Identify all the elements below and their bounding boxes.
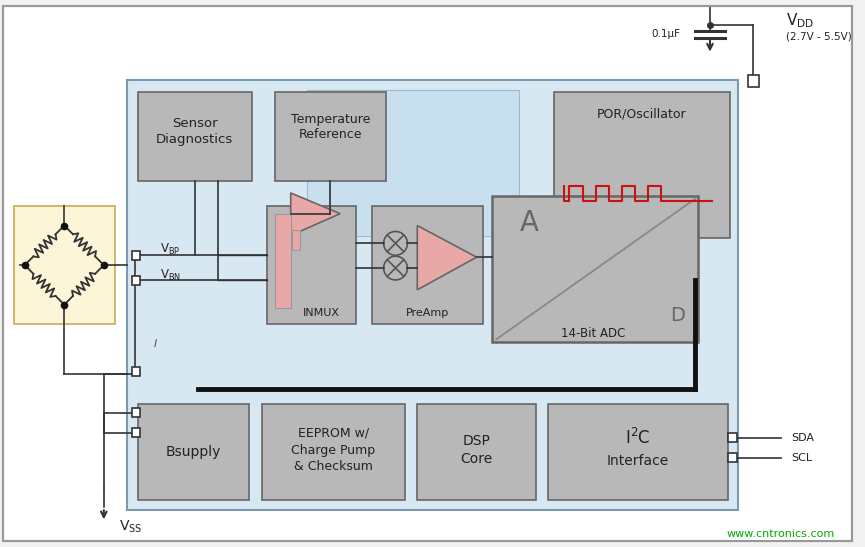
Text: & Checksum: & Checksum xyxy=(294,461,373,473)
Bar xyxy=(14,206,115,324)
Bar xyxy=(292,230,299,251)
Text: A: A xyxy=(520,208,539,236)
Text: www.cntronics.com: www.cntronics.com xyxy=(727,529,835,539)
Bar xyxy=(131,367,140,376)
Text: 0.1μF: 0.1μF xyxy=(651,28,680,39)
Bar xyxy=(262,404,406,501)
Text: Interface: Interface xyxy=(606,454,669,468)
Bar xyxy=(138,404,249,501)
Bar xyxy=(306,90,519,236)
Bar xyxy=(548,404,727,501)
Text: SCL: SCL xyxy=(791,453,812,463)
Polygon shape xyxy=(417,225,477,290)
Text: PreAmp: PreAmp xyxy=(406,307,449,317)
Text: Bsupply: Bsupply xyxy=(166,445,221,459)
Text: DSP: DSP xyxy=(463,434,490,448)
Text: POR/Oscillator: POR/Oscillator xyxy=(597,107,687,120)
Bar xyxy=(267,206,356,324)
Text: D: D xyxy=(670,306,685,325)
Text: Diagnostics: Diagnostics xyxy=(157,133,234,146)
Text: V$_{\mathsf{BN}}$: V$_{\mathsf{BN}}$ xyxy=(160,267,182,283)
Bar xyxy=(275,92,386,181)
Text: EEPROM w/: EEPROM w/ xyxy=(298,427,368,440)
Bar xyxy=(126,80,738,510)
Text: V$_{\mathsf{SS}}$: V$_{\mathsf{SS}}$ xyxy=(119,519,142,536)
Bar xyxy=(275,214,291,307)
Text: (2.7V - 5.5V): (2.7V - 5.5V) xyxy=(786,32,852,42)
Text: Sensor: Sensor xyxy=(172,117,218,130)
Text: V$_{\mathsf{DD}}$: V$_{\mathsf{DD}}$ xyxy=(786,11,815,30)
Polygon shape xyxy=(291,193,340,235)
Bar xyxy=(727,433,737,442)
Text: V$_{\mathsf{BP}}$: V$_{\mathsf{BP}}$ xyxy=(160,242,181,257)
Bar xyxy=(131,409,140,417)
Bar xyxy=(747,75,759,87)
Bar xyxy=(138,92,252,181)
Bar xyxy=(131,428,140,437)
Text: SDA: SDA xyxy=(791,433,814,443)
Text: I$^{2}$C: I$^{2}$C xyxy=(625,428,650,448)
Text: Charge Pump: Charge Pump xyxy=(292,444,375,457)
Text: 14-Bit ADC: 14-Bit ADC xyxy=(561,327,625,340)
Bar xyxy=(131,251,140,260)
Text: Core: Core xyxy=(460,452,493,466)
Bar xyxy=(492,196,698,342)
Bar xyxy=(554,92,730,238)
Bar xyxy=(727,453,737,462)
Text: INMUX: INMUX xyxy=(303,307,340,317)
Bar xyxy=(131,276,140,285)
Text: I: I xyxy=(153,339,157,349)
Bar xyxy=(417,404,536,501)
Bar xyxy=(372,206,483,324)
Text: Temperature: Temperature xyxy=(291,113,370,126)
Text: Reference: Reference xyxy=(298,128,362,141)
